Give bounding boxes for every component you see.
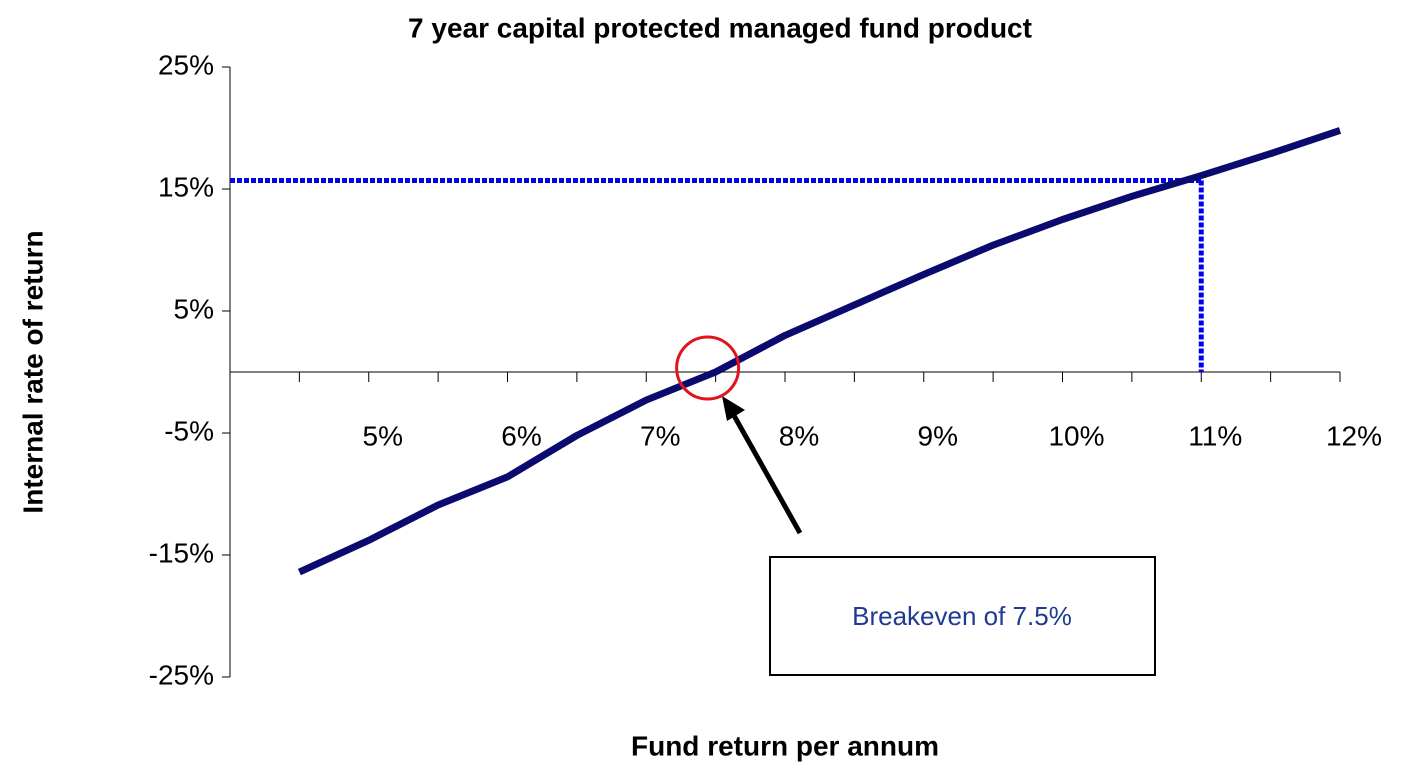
x-tick-label: 7% (640, 420, 680, 451)
y-tick-label: 5% (174, 293, 214, 324)
annotation-arrow (729, 410, 803, 535)
y-tick-label: 15% (158, 171, 214, 202)
breakeven-circle (675, 335, 741, 401)
x-axis-label: Fund return per annum (631, 730, 939, 761)
y-axis-label: Internal rate of return (17, 230, 48, 513)
chart-title: 7 year capital protected managed fund pr… (408, 12, 1032, 43)
data-line (297, 127, 1342, 576)
x-tick-label: 8% (779, 420, 819, 451)
x-tick-label: 10% (1048, 420, 1104, 451)
y-tick-label: -15% (149, 537, 214, 568)
x-tick-label: 5% (363, 420, 403, 451)
x-tick-label: 12% (1326, 420, 1382, 451)
annotation-box (769, 556, 1156, 676)
x-tick-label: 6% (501, 420, 541, 451)
annotation-text: Breakeven of 7.5% (852, 601, 1072, 631)
y-tick-label: -25% (149, 659, 214, 690)
arrow-head (722, 396, 745, 421)
y-tick-label: -5% (164, 415, 214, 446)
x-tick-label: 11% (1188, 420, 1242, 451)
x-tick-label: 9% (918, 420, 958, 451)
y-tick-label: 25% (158, 49, 214, 80)
